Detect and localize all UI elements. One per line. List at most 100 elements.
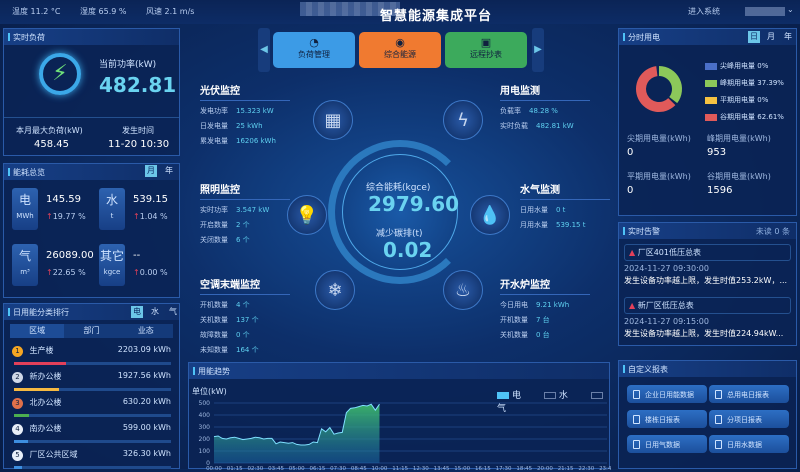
custom-reports-panel: 自定义报表 企业日用能数据 总用电日报表 楼栋日报表 分项日报表 日用气数据 日用水数据 — [618, 360, 797, 469]
water-boiler-icon: ♨ — [443, 270, 483, 310]
occur-time-label: 发生时间 — [122, 126, 154, 135]
report-button[interactable]: 楼栋日报表 — [627, 410, 707, 428]
tab-year[interactable]: 年 — [784, 32, 792, 41]
report-button[interactable]: 分项日报表 — [709, 410, 789, 428]
chevron-down-icon[interactable]: ⌄ — [787, 5, 794, 14]
ranking-item: 3 北办公楼 630.20 kWh — [4, 394, 179, 420]
subtab-department[interactable]: 部门 — [83, 326, 100, 335]
rank-medal-icon: 2 — [12, 372, 23, 383]
overview-value: -- — [133, 250, 141, 261]
integrated-energy-button[interactable]: ◉ 综合能源 — [359, 32, 441, 68]
legend-water[interactable]: 水 — [543, 391, 568, 401]
y-tick-label: 200 — [199, 436, 211, 443]
monitor-row: 实时负载 482.81 kW — [500, 122, 574, 130]
monitor-row: 今日用电 9.21 kWh — [500, 301, 570, 309]
legend-gas[interactable]: 气 — [497, 391, 606, 414]
energy-consumption-label: 综合能耗(kgce) — [366, 183, 431, 193]
lightning-icon: ϟ — [443, 100, 483, 140]
monitor-row: 累发电量 16206 kWh — [200, 137, 276, 145]
series-area-electric — [214, 404, 380, 463]
x-tick-label: 12:30 — [413, 466, 429, 470]
load-management-button[interactable]: ◔ 负荷管理 — [273, 32, 355, 68]
tab-day[interactable]: 日 — [748, 31, 760, 43]
enter-system-link[interactable]: 进入系统 — [688, 7, 720, 16]
water-drop-icon: 💧 — [470, 195, 510, 235]
realtime-load-panel: 实时负荷 ⚡ 当前功率(kW) 482.81 本月最大负荷(kW) 458.45… — [3, 28, 180, 156]
tab-month[interactable]: 月 — [145, 165, 157, 177]
x-tick-label: 01:15 — [227, 466, 243, 470]
monitor-row: 开启数量 2 个 — [200, 221, 250, 229]
category-tile: 电 MWh — [12, 188, 38, 230]
tou-donut-chart — [636, 66, 682, 112]
subtab-business[interactable]: 业态 — [137, 326, 154, 335]
monitor-row: 开机数量 7 台 — [500, 316, 550, 324]
panel-title: 能耗总览 — [4, 164, 179, 180]
daily-ranking-panel: 日用能分类排行 电 水 气 区域 部门 业态 1 生产楼 2203.09 kWh… — [3, 303, 180, 469]
donut-slice — [636, 66, 676, 112]
overview-change: ↑1.04 % — [133, 212, 168, 221]
energy-trend-panel: 用能趋势 单位(kW) 电 水 气 0 100 200 300 400 500 00:00 0… — [188, 362, 611, 470]
alert-icon: ▲ — [629, 248, 636, 257]
ranking-item: 5 厂区公共区域 326.30 kWh — [4, 446, 179, 472]
remote-meter-button[interactable]: ▣ 远程抄表 — [445, 32, 527, 68]
rank-medal-icon: 3 — [12, 398, 23, 409]
button-label: 负荷管理 — [298, 50, 330, 59]
monitor-row: 未知数量 164 个 — [200, 346, 259, 354]
monitor-title: 照明监控 — [200, 181, 290, 200]
tab-year[interactable]: 年 — [165, 166, 173, 175]
subtab-area[interactable]: 区域 — [10, 324, 65, 338]
tab-water[interactable]: 水 — [151, 307, 159, 316]
boiler-monitor: 开水炉监控 今日用电 9.21 kWh 开机数量 7 台关机数量 0 台 — [500, 276, 590, 345]
ranking-item: 2 新办公楼 1927.56 kWh — [4, 368, 179, 394]
solar-panel-icon: ▦ — [313, 100, 353, 140]
alert-item[interactable]: ▲ 新厂区低压总表 2024-11-27 09:15:00 发生设备功率越上限，… — [624, 297, 791, 345]
y-axis-label: 单位(kW) — [192, 387, 227, 396]
panel-title: 自定义报表 — [619, 361, 796, 377]
button-label: 远程抄表 — [470, 50, 502, 59]
y-tick-label: 0 — [206, 460, 210, 467]
ranking-value: 1927.56 kWh — [117, 371, 171, 380]
ranking-name: 生产楼 — [29, 346, 54, 355]
legend-electric[interactable]: 电 — [497, 391, 521, 401]
overview-item: 气 m³ 26089.00 ↑22.65 % — [12, 244, 94, 290]
monitor-row: 故障数量 0 个 — [200, 331, 250, 339]
panel-title: 实时告警 — [619, 223, 796, 239]
nav-prev-arrow[interactable]: ◀ — [258, 28, 270, 72]
ranking-item: 1 生产楼 2203.09 kWh — [4, 342, 179, 368]
overview-value: 539.15 — [133, 194, 168, 205]
x-tick-label: 05:00 — [289, 466, 305, 470]
user-dropdown[interactable] — [745, 7, 785, 16]
tab-electric[interactable]: 电 — [131, 306, 143, 318]
report-button[interactable]: 总用电日报表 — [709, 385, 789, 403]
ranking-value: 326.30 kWh — [122, 449, 171, 458]
max-load-label: 本月最大负荷(kW) — [16, 126, 83, 135]
monitor-row: 实时功率 3.547 kW — [200, 206, 270, 214]
monitor-title: 开水炉监控 — [500, 276, 590, 295]
blurred-logo — [300, 2, 400, 16]
tab-gas[interactable]: 气 — [169, 307, 177, 316]
rank-medal-icon: 4 — [12, 424, 23, 435]
report-button[interactable]: 企业日用能数据 — [627, 385, 707, 403]
tou-stat: 尖期用电量(kWh) 0 — [627, 134, 691, 158]
x-tick-label: 23:45 — [599, 466, 611, 470]
tou-legend-item: 尖峰用电量 0% — [705, 61, 784, 78]
overview-item: 电 MWh 145.59 ↑19.77 % — [12, 188, 92, 234]
ranking-item: 4 南办公楼 599.00 kWh — [4, 420, 179, 446]
x-tick-label: 00:00 — [206, 466, 222, 470]
y-tick-label: 300 — [199, 424, 211, 431]
pv-monitor: 光伏监控 发电功率 15.323 kW 日发电量 25 kWh 累发电量 16206 kWh — [200, 82, 290, 151]
nav-next-arrow[interactable]: ▶ — [532, 28, 544, 72]
overview-change: ↑19.77 % — [46, 212, 86, 221]
tou-legend-item: 峰期用电量 37.39% — [705, 78, 784, 95]
x-tick-label: 17:30 — [496, 466, 512, 470]
y-tick-label: 500 — [199, 400, 211, 407]
report-button[interactable]: 日用气数据 — [627, 435, 707, 453]
x-tick-label: 16:15 — [475, 466, 491, 470]
ranking-name: 北办公楼 — [29, 398, 62, 407]
tab-month[interactable]: 月 — [767, 32, 775, 41]
light-bulb-icon: 💡 — [287, 195, 327, 235]
report-button[interactable]: 日用水数据 — [709, 435, 789, 453]
alert-item[interactable]: ▲ 厂区401低压总表 2024-11-27 09:30:00 发生设备功率越上… — [624, 244, 791, 292]
gauge-ring — [328, 140, 472, 284]
